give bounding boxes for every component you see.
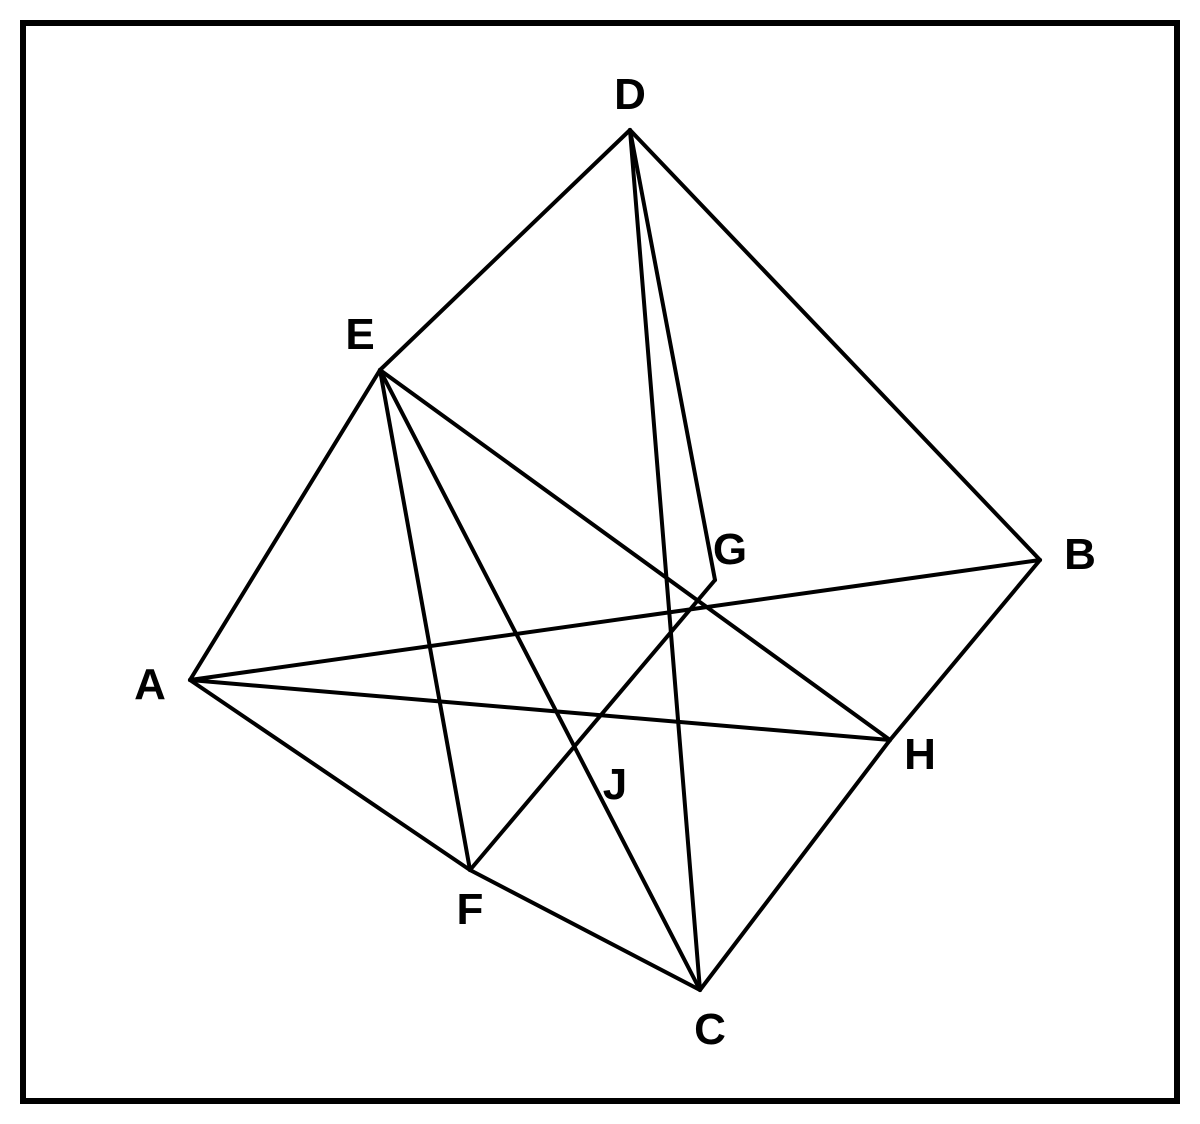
edge-E-H xyxy=(380,370,890,740)
vertex-label-H: H xyxy=(904,730,936,780)
vertex-label-D: D xyxy=(614,70,646,120)
edge-D-B xyxy=(630,130,1040,560)
vertex-label-E: E xyxy=(345,310,374,360)
vertex-label-C: C xyxy=(694,1005,726,1055)
edge-H-C xyxy=(700,740,890,990)
vertex-label-B: B xyxy=(1064,530,1096,580)
vertex-label-J: J xyxy=(603,760,627,810)
edge-A-E xyxy=(190,370,380,680)
edge-E-F xyxy=(380,370,470,870)
geometry-diagram xyxy=(0,0,1200,1124)
edge-E-C xyxy=(380,370,700,990)
edge-D-G xyxy=(630,130,715,580)
edge-B-H xyxy=(890,560,1040,740)
vertex-label-A: A xyxy=(134,660,166,710)
edge-C-F xyxy=(470,870,700,990)
edge-A-H xyxy=(190,680,890,740)
vertex-label-G: G xyxy=(713,525,747,575)
vertex-label-F: F xyxy=(457,885,484,935)
edge-E-D xyxy=(380,130,630,370)
edge-A-B xyxy=(190,560,1040,680)
edge-F-A xyxy=(190,680,470,870)
